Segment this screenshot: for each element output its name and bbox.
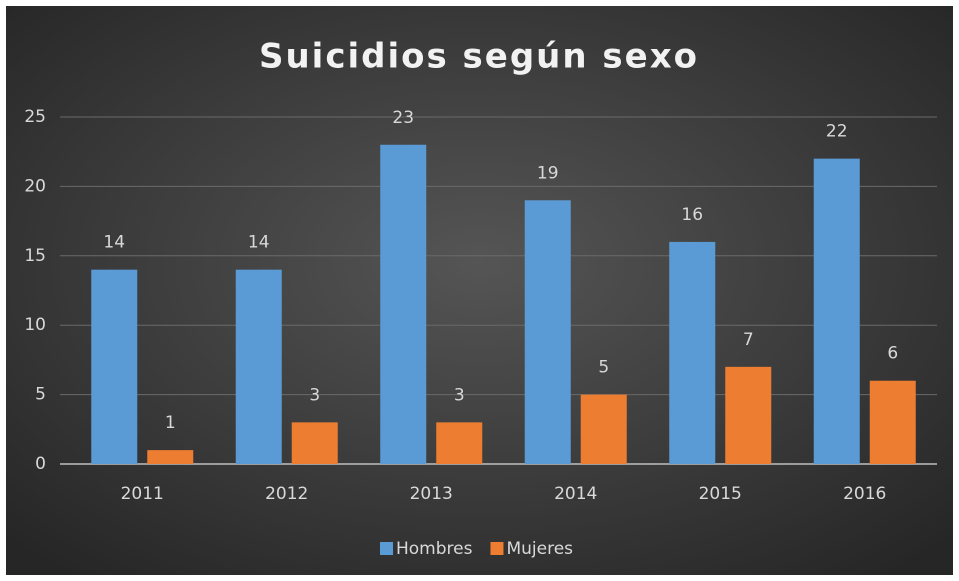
value-label: 5 [598,358,609,378]
value-label: 16 [681,205,703,225]
x-tick-label: 2014 [554,484,597,504]
value-label: 22 [826,122,848,142]
y-tick-label: 10 [24,315,46,335]
bar [235,269,282,464]
bar [813,158,860,464]
y-tick-label: 25 [24,107,46,127]
legend-label: Mujeres [506,539,573,559]
y-tick-label: 20 [24,176,46,196]
bar [436,422,483,464]
value-label: 6 [887,344,898,364]
bar [524,200,571,464]
y-tick-label: 0 [35,454,46,474]
value-label: 14 [248,233,270,253]
bar [580,394,627,464]
value-label: 7 [743,330,754,350]
x-tick-label: 2015 [699,484,742,504]
value-label: 14 [103,233,125,253]
bar [91,269,138,464]
y-tick-label: 15 [24,246,46,266]
x-tick-label: 2012 [265,484,308,504]
x-tick-label: 2011 [121,484,164,504]
y-tick-label: 5 [35,385,46,405]
value-label: 3 [454,385,465,405]
chart-background [6,6,953,575]
value-label: 3 [309,385,320,405]
bar [869,380,916,464]
bar [725,366,772,464]
x-tick-label: 2013 [410,484,453,504]
value-label: 19 [537,163,559,183]
chart-title: Suicidios según sexo [259,37,699,77]
bar [380,144,427,464]
legend-label: Hombres [396,539,473,559]
legend-swatch [490,542,504,555]
legend-swatch [380,542,393,555]
value-label: 23 [392,108,414,128]
x-tick-label: 2016 [843,484,886,504]
bar [291,422,338,464]
value-label: 1 [165,413,176,433]
bar [147,450,194,464]
bar [669,241,716,464]
